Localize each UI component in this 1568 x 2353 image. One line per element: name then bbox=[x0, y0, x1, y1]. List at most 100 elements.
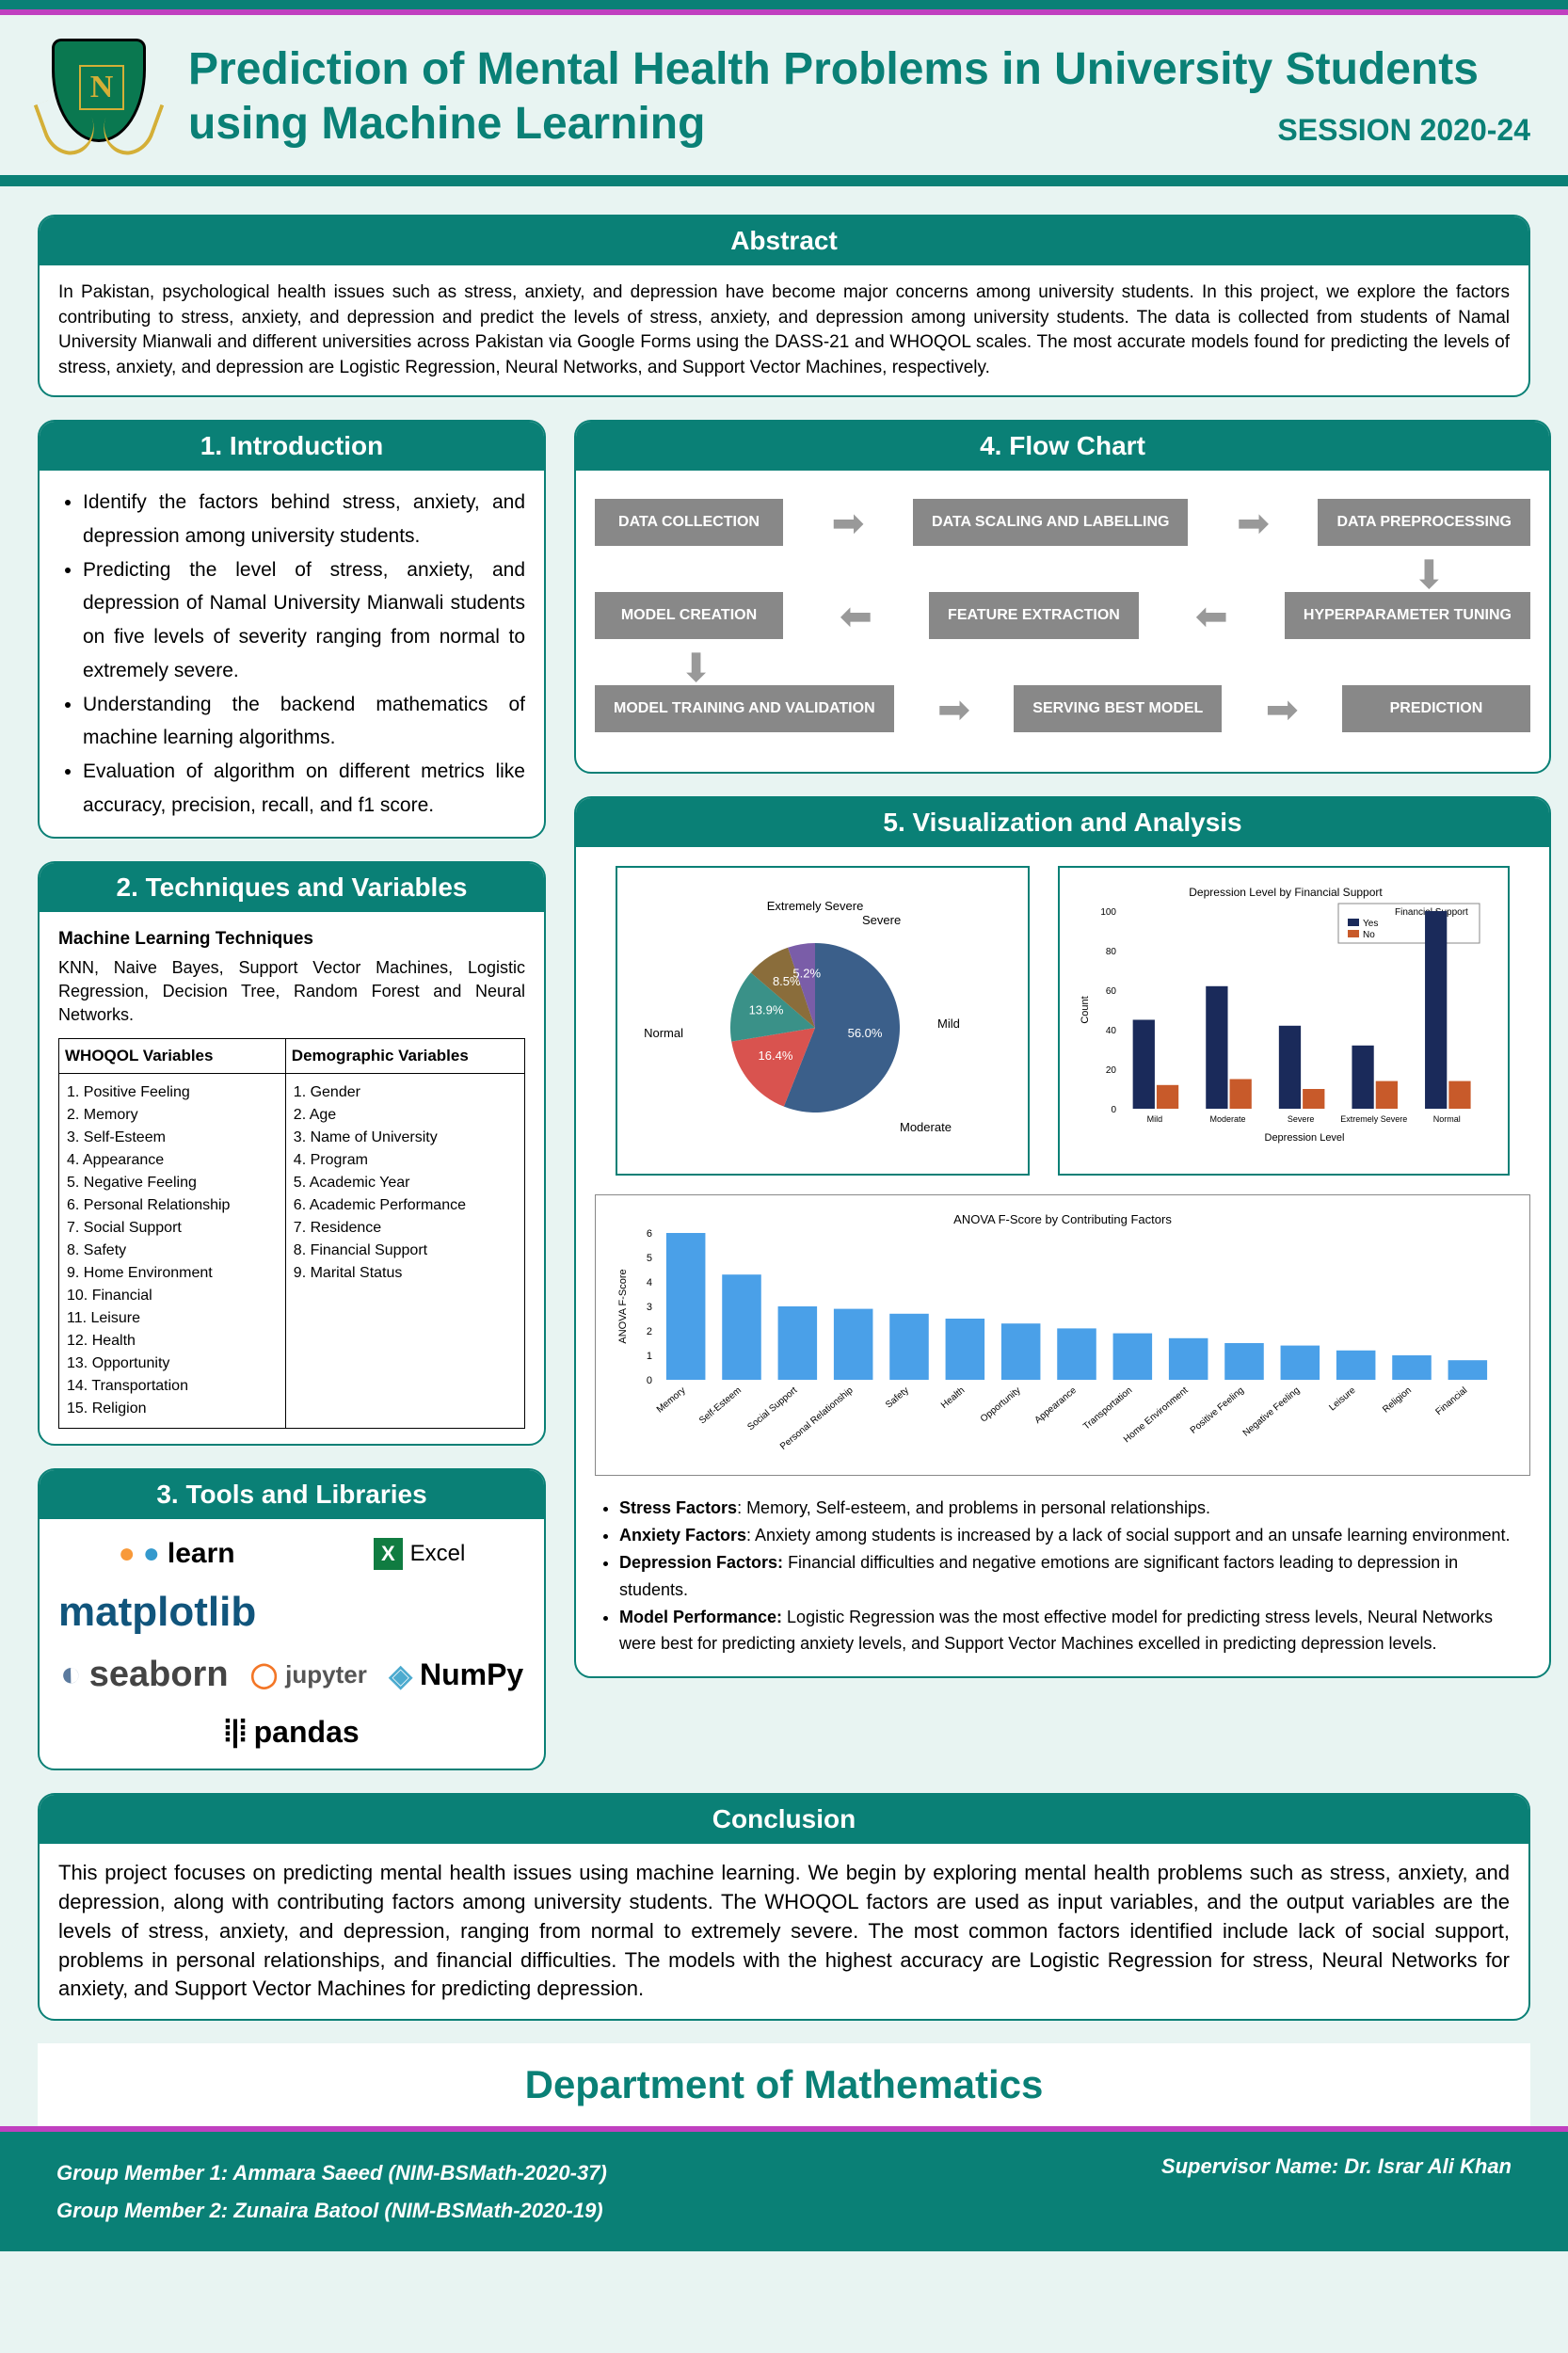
intro-heading: 1. Introduction bbox=[40, 422, 544, 471]
tools-section: 3. Tools and Libraries ●●learn XExcel ma… bbox=[38, 1468, 546, 1770]
group-members: Group Member 1: Ammara Saeed (NIM-BSMath… bbox=[56, 2154, 607, 2229]
member2: Group Member 2: Zunaira Batool (NIM-BSMa… bbox=[56, 2192, 607, 2230]
flow-node: DATA SCALING AND LABELLING bbox=[913, 499, 1188, 546]
visualization-section: 5. Visualization and Analysis 56.0% Norma… bbox=[574, 796, 1551, 1678]
col1-head: WHOQOL Variables bbox=[59, 1039, 286, 1074]
svg-text:16.4%: 16.4% bbox=[759, 1048, 793, 1063]
flow-node: MODEL CREATION bbox=[595, 592, 783, 639]
svg-text:Moderate: Moderate bbox=[1210, 1114, 1246, 1124]
abstract-heading: Abstract bbox=[40, 216, 1528, 265]
arrow-left-icon: ⬅ bbox=[1195, 593, 1228, 639]
arrow-right-icon: ➡ bbox=[937, 686, 970, 732]
finding-item: Anxiety Factors: Anxiety among students … bbox=[619, 1522, 1530, 1549]
flowchart-section: 4. Flow Chart DATA COLLECTION ➡ DATA SCA… bbox=[574, 420, 1551, 774]
finding-item: Depression Factors: Financial difficulti… bbox=[619, 1549, 1530, 1604]
svg-text:40: 40 bbox=[1106, 1026, 1117, 1036]
arrow-left-icon: ⬅ bbox=[840, 593, 872, 639]
finding-item: Stress Factors: Memory, Self-esteem, and… bbox=[619, 1495, 1530, 1522]
tech-list: KNN, Naive Bayes, Support Vector Machine… bbox=[58, 956, 525, 1028]
arrow-right-icon: ➡ bbox=[1237, 500, 1270, 546]
right-column: 4. Flow Chart DATA COLLECTION ➡ DATA SCA… bbox=[574, 420, 1551, 1793]
abstract-section: Abstract In Pakistan, psychological heal… bbox=[38, 215, 1530, 397]
whoqol-vars: 1. Positive Feeling 2. Memory 3. Self-Es… bbox=[59, 1074, 286, 1429]
variables-table: WHOQOL Variables Demographic Variables 1… bbox=[58, 1038, 525, 1429]
poster: N Prediction of Mental Health Problems i… bbox=[0, 0, 1568, 2251]
svg-text:20: 20 bbox=[1106, 1065, 1117, 1076]
arrow-right-icon: ➡ bbox=[1266, 686, 1299, 732]
flow-node: FEATURE EXTRACTION bbox=[929, 592, 1139, 639]
svg-text:100: 100 bbox=[1100, 907, 1116, 918]
findings-list: Stress Factors: Memory, Self-esteem, and… bbox=[595, 1495, 1530, 1657]
svg-text:Depression Level by Financial: Depression Level by Financial Support bbox=[1189, 886, 1383, 899]
svg-text:5: 5 bbox=[647, 1253, 652, 1264]
svg-text:Moderate: Moderate bbox=[900, 1120, 952, 1134]
intro-list: Identify the factors behind stress, anxi… bbox=[58, 486, 525, 822]
svg-text:Positive Feeling: Positive Feeling bbox=[1189, 1385, 1246, 1436]
svg-text:Opportunity: Opportunity bbox=[979, 1385, 1023, 1425]
intro-item: Predicting the level of stress, anxiety,… bbox=[83, 553, 525, 688]
col2-head: Demographic Variables bbox=[285, 1039, 524, 1074]
techniques-section: 2. Techniques and Variables Machine Lear… bbox=[38, 861, 546, 1446]
pie-chart: 56.0%Normal16.4%Moderate13.9%Mild8.5%Sev… bbox=[616, 866, 1030, 1176]
svg-text:No: No bbox=[1363, 930, 1375, 940]
member1: Group Member 1: Ammara Saeed (NIM-BSMath… bbox=[56, 2154, 607, 2192]
flow-node: MODEL TRAINING AND VALIDATION bbox=[595, 685, 894, 732]
svg-text:0: 0 bbox=[647, 1375, 652, 1386]
pandas-logo: ⦙|⦙pandas bbox=[224, 1714, 359, 1750]
arrow-right-icon: ➡ bbox=[831, 500, 864, 546]
arrow-down-icon: ⬇ bbox=[595, 645, 1530, 691]
abstract-text: In Pakistan, psychological health issues… bbox=[40, 265, 1528, 395]
viz-heading: 5. Visualization and Analysis bbox=[576, 798, 1549, 847]
intro-item: Identify the factors behind stress, anxi… bbox=[83, 486, 525, 552]
tech-subheading: Machine Learning Techniques bbox=[58, 927, 525, 952]
svg-text:Safety: Safety bbox=[884, 1385, 911, 1411]
jupyter-logo: ◯jupyter bbox=[250, 1660, 367, 1689]
flow-node: HYPERPARAMETER TUNING bbox=[1285, 592, 1530, 639]
conclusion-section: Conclusion This project focuses on predi… bbox=[38, 1793, 1530, 2021]
top-teal-bar bbox=[0, 0, 1568, 9]
svg-text:3: 3 bbox=[647, 1302, 652, 1313]
bar-svg: Depression Level by Financial SupportFin… bbox=[1075, 883, 1496, 1146]
scikit-learn-logo: ●●learn bbox=[119, 1538, 235, 1570]
tools-heading: 3. Tools and Libraries bbox=[40, 1470, 544, 1519]
svg-text:5.2%: 5.2% bbox=[792, 967, 821, 981]
svg-text:Religion: Religion bbox=[1381, 1385, 1414, 1416]
arrow-down-icon: ⬇ bbox=[595, 552, 1530, 598]
svg-text:Depression Level: Depression Level bbox=[1265, 1132, 1345, 1144]
flow-node: DATA PREPROCESSING bbox=[1318, 499, 1530, 546]
svg-text:Mild: Mild bbox=[937, 1016, 960, 1031]
svg-text:Mild: Mild bbox=[1147, 1114, 1163, 1124]
svg-text:13.9%: 13.9% bbox=[749, 1003, 784, 1017]
svg-text:Extremely Severe: Extremely Severe bbox=[767, 899, 864, 913]
supervisor: Supervisor Name: Dr. Israr Ali Khan bbox=[1161, 2154, 1512, 2229]
viz-body: 56.0%Normal16.4%Moderate13.9%Mild8.5%Sev… bbox=[576, 847, 1549, 1676]
intro-item: Evaluation of algorithm on different met… bbox=[83, 755, 525, 822]
svg-text:Normal: Normal bbox=[644, 1026, 683, 1040]
flow-node: PREDICTION bbox=[1342, 685, 1530, 732]
svg-text:ANOVA F-Score: ANOVA F-Score bbox=[617, 1270, 629, 1344]
flow-heading: 4. Flow Chart bbox=[576, 422, 1549, 471]
grouped-bar-chart: Depression Level by Financial SupportFin… bbox=[1058, 866, 1510, 1176]
demo-vars: 1. Gender 2. Age 3. Name of University 4… bbox=[285, 1074, 524, 1429]
svg-text:Social Support: Social Support bbox=[745, 1385, 799, 1433]
tools-grid: ●●learn XExcel matplotlib ◐seaborn ◯jupy… bbox=[40, 1519, 544, 1769]
svg-text:Negative Feeling: Negative Feeling bbox=[1241, 1385, 1303, 1439]
footer-info: Group Member 1: Ammara Saeed (NIM-BSMath… bbox=[0, 2132, 1568, 2251]
svg-text:2: 2 bbox=[647, 1326, 652, 1337]
svg-text:Normal: Normal bbox=[1433, 1114, 1461, 1124]
left-column: 1. Introduction Identify the factors beh… bbox=[38, 420, 546, 1793]
svg-text:56.0%: 56.0% bbox=[848, 1026, 883, 1040]
matplotlib-logo: matplotlib bbox=[58, 1589, 525, 1636]
department-footer: Department of Mathematics bbox=[38, 2043, 1530, 2126]
anova-chart: ANOVA F-Score by Contributing Factors012… bbox=[595, 1194, 1530, 1476]
svg-text:Financial: Financial bbox=[1434, 1385, 1470, 1417]
teal-divider bbox=[0, 175, 1568, 186]
laurel-icon bbox=[38, 95, 160, 152]
svg-text:80: 80 bbox=[1106, 947, 1117, 957]
header: N Prediction of Mental Health Problems i… bbox=[0, 15, 1568, 175]
conclusion-heading: Conclusion bbox=[40, 1795, 1528, 1844]
svg-text:Transportation: Transportation bbox=[1081, 1385, 1134, 1433]
university-logo: N bbox=[38, 34, 160, 156]
svg-text:ANOVA F-Score by Contributing: ANOVA F-Score by Contributing Factors bbox=[953, 1212, 1172, 1226]
svg-text:Memory: Memory bbox=[655, 1385, 688, 1416]
